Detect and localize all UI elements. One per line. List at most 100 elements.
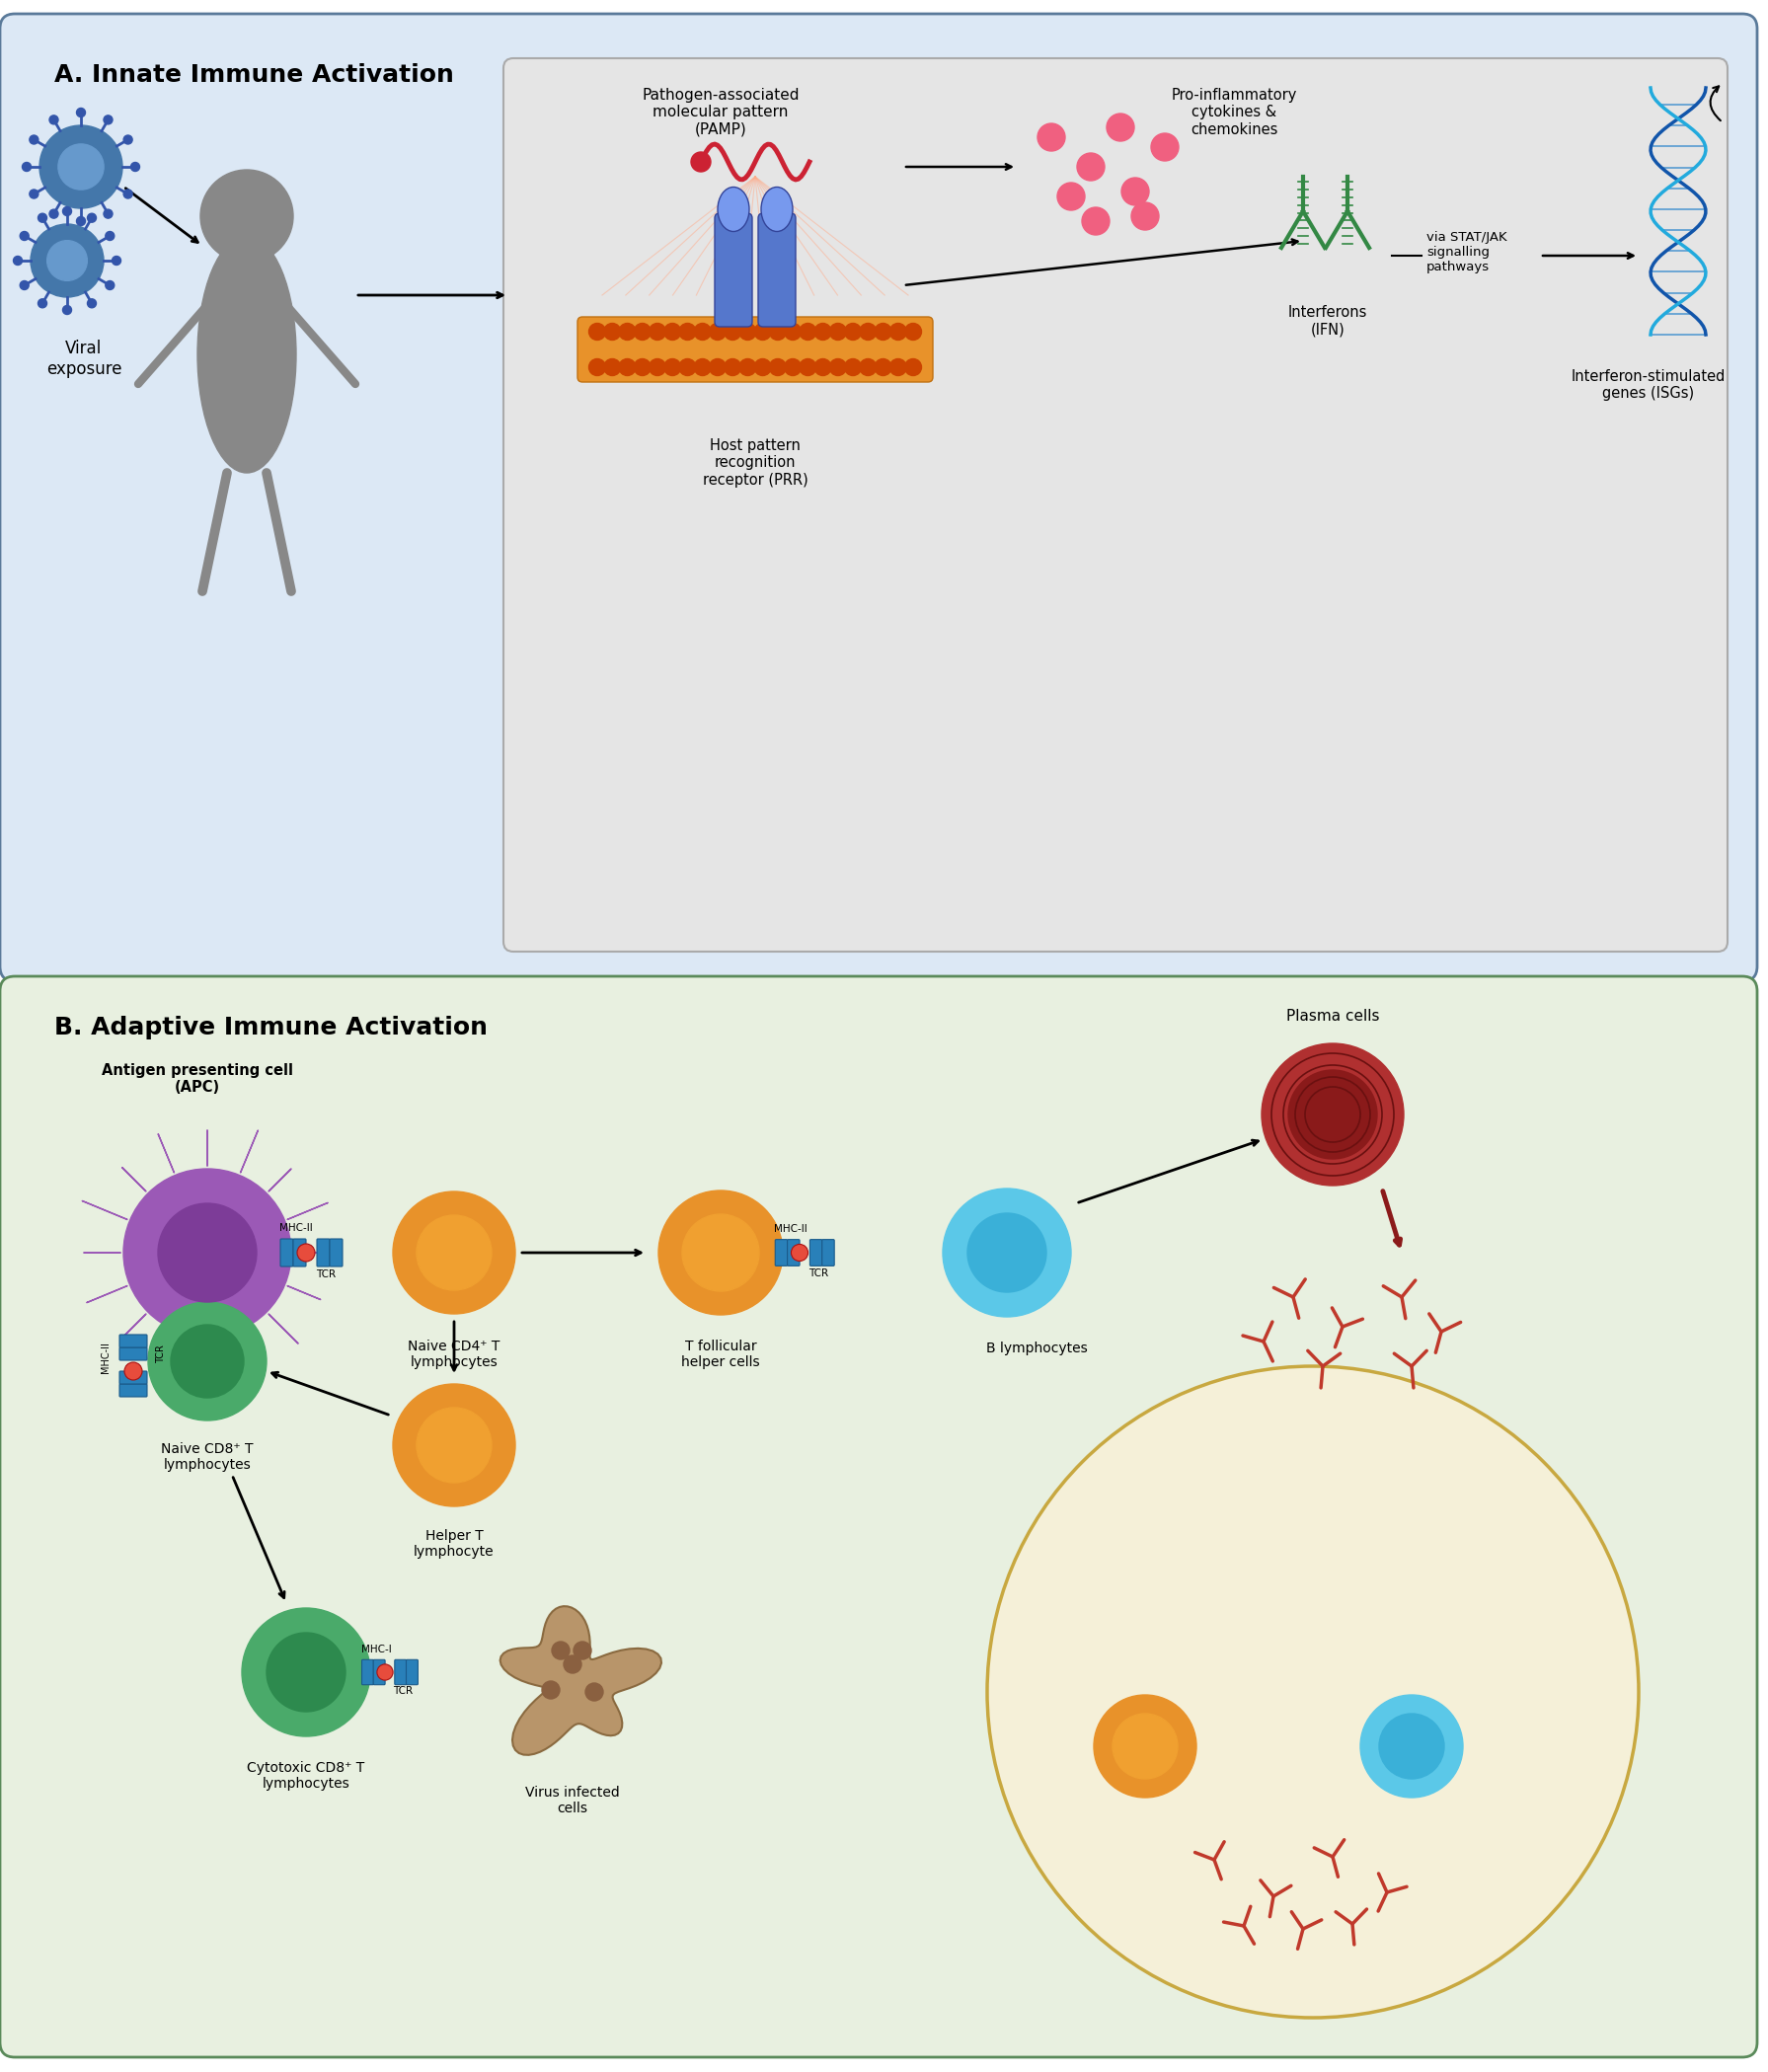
Circle shape: [131, 162, 140, 172]
Text: High affinity
virus-specific antibodies: High affinity virus-specific antibodies: [1280, 1382, 1444, 1411]
FancyBboxPatch shape: [293, 1239, 306, 1266]
Circle shape: [709, 323, 727, 340]
Circle shape: [37, 298, 48, 309]
Circle shape: [859, 358, 877, 375]
Text: Memory T
lymphocytes: Memory T lymphocytes: [1103, 1817, 1186, 1844]
Text: TCR: TCR: [392, 1687, 412, 1697]
Text: A. Innate Immune Activation: A. Innate Immune Activation: [55, 62, 454, 87]
Ellipse shape: [198, 236, 297, 472]
Circle shape: [875, 323, 891, 340]
Circle shape: [76, 218, 85, 226]
Circle shape: [665, 358, 681, 375]
Circle shape: [679, 323, 697, 340]
FancyBboxPatch shape: [373, 1660, 385, 1685]
Text: Host pattern
recognition
receptor (PRR): Host pattern recognition receptor (PRR): [702, 439, 808, 487]
Circle shape: [845, 323, 861, 340]
Circle shape: [417, 1407, 492, 1484]
Text: Neutralising
antibodies: Neutralising antibodies: [1269, 1944, 1356, 1977]
Circle shape: [967, 1214, 1047, 1293]
Circle shape: [649, 323, 667, 340]
Circle shape: [171, 1324, 244, 1399]
Circle shape: [543, 1680, 560, 1699]
Circle shape: [1121, 178, 1149, 205]
Circle shape: [87, 213, 95, 222]
Text: Pro-inflammatory
cytokines &
chemokines: Pro-inflammatory cytokines & chemokines: [1170, 87, 1296, 137]
Circle shape: [1132, 203, 1158, 230]
FancyBboxPatch shape: [316, 1239, 329, 1266]
Circle shape: [739, 358, 757, 375]
Circle shape: [62, 207, 71, 215]
Circle shape: [1038, 124, 1064, 151]
FancyBboxPatch shape: [758, 213, 796, 327]
Text: B lymphocytes: B lymphocytes: [987, 1341, 1087, 1355]
Circle shape: [725, 358, 741, 375]
FancyBboxPatch shape: [578, 317, 934, 381]
Circle shape: [76, 108, 85, 116]
Circle shape: [58, 145, 104, 191]
Circle shape: [942, 1189, 1071, 1318]
Text: Viral
Immunity: Viral Immunity: [1257, 1397, 1368, 1438]
Circle shape: [157, 1204, 256, 1301]
Circle shape: [709, 358, 727, 375]
Text: Virus infected
cells: Virus infected cells: [525, 1786, 621, 1815]
Text: TCR: TCR: [316, 1270, 336, 1278]
Text: T follicular
helper cells: T follicular helper cells: [681, 1339, 760, 1370]
Text: Interferon-stimulated
genes (ISGs): Interferon-stimulated genes (ISGs): [1572, 369, 1726, 402]
FancyBboxPatch shape: [362, 1660, 373, 1685]
Circle shape: [589, 358, 606, 375]
Circle shape: [695, 358, 711, 375]
FancyBboxPatch shape: [0, 15, 1757, 982]
FancyBboxPatch shape: [0, 976, 1757, 2057]
Circle shape: [725, 323, 741, 340]
Circle shape: [785, 323, 801, 340]
Circle shape: [48, 240, 87, 280]
Circle shape: [635, 323, 651, 340]
Circle shape: [564, 1656, 582, 1674]
Circle shape: [859, 323, 877, 340]
Circle shape: [111, 257, 120, 265]
Circle shape: [845, 358, 861, 375]
FancyArrowPatch shape: [157, 1133, 175, 1173]
Circle shape: [785, 358, 801, 375]
Circle shape: [682, 1214, 758, 1291]
Circle shape: [124, 1169, 292, 1336]
Text: Naive CD4⁺ T
lymphocytes: Naive CD4⁺ T lymphocytes: [408, 1339, 500, 1370]
Text: Viral
exposure: Viral exposure: [46, 340, 122, 377]
FancyBboxPatch shape: [714, 213, 751, 327]
FancyArrowPatch shape: [240, 1129, 258, 1173]
FancyArrowPatch shape: [269, 1169, 292, 1191]
FancyBboxPatch shape: [822, 1239, 834, 1266]
Circle shape: [106, 232, 115, 240]
Circle shape: [19, 282, 28, 290]
Circle shape: [124, 135, 133, 145]
Circle shape: [589, 323, 606, 340]
Circle shape: [815, 358, 831, 375]
FancyBboxPatch shape: [120, 1334, 147, 1347]
Circle shape: [552, 1641, 569, 1660]
FancyBboxPatch shape: [810, 1239, 822, 1266]
Circle shape: [905, 323, 921, 340]
FancyBboxPatch shape: [329, 1239, 343, 1266]
FancyArrowPatch shape: [240, 1332, 253, 1363]
Circle shape: [1057, 182, 1086, 209]
Circle shape: [392, 1191, 514, 1314]
FancyBboxPatch shape: [120, 1347, 147, 1361]
Circle shape: [1379, 1714, 1444, 1780]
Circle shape: [104, 116, 113, 124]
FancyBboxPatch shape: [281, 1239, 293, 1266]
Circle shape: [585, 1682, 603, 1701]
Ellipse shape: [297, 1243, 315, 1262]
Circle shape: [889, 323, 907, 340]
Circle shape: [1289, 1069, 1377, 1158]
Circle shape: [39, 126, 122, 209]
Circle shape: [889, 358, 907, 375]
Circle shape: [1094, 1695, 1197, 1798]
FancyBboxPatch shape: [787, 1239, 799, 1266]
Circle shape: [30, 135, 39, 145]
Circle shape: [1262, 1044, 1404, 1185]
Circle shape: [14, 257, 23, 265]
FancyArrowPatch shape: [87, 1287, 127, 1303]
Circle shape: [755, 358, 771, 375]
Circle shape: [417, 1214, 492, 1291]
Text: Memory B
lymphocytes: Memory B lymphocytes: [1370, 1817, 1453, 1844]
